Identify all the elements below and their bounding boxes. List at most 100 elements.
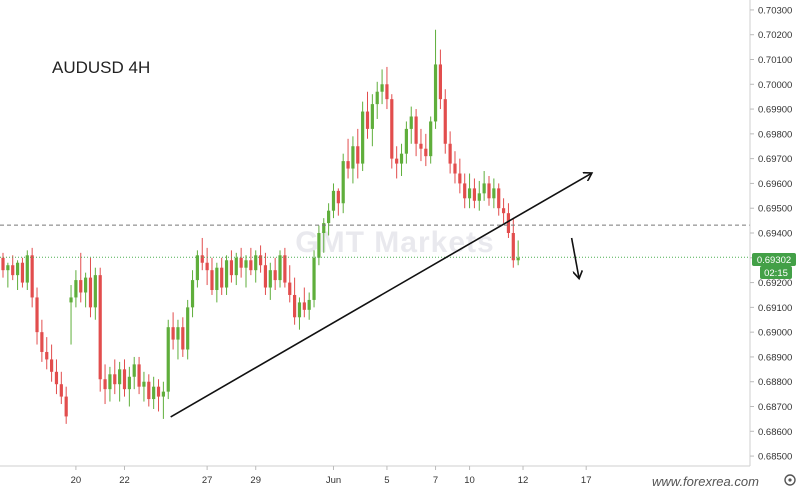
candle-body xyxy=(132,364,136,377)
candle xyxy=(220,257,224,295)
candle-body xyxy=(30,255,34,298)
candle-body xyxy=(1,257,5,271)
candle xyxy=(419,128,423,162)
candle-body xyxy=(93,275,97,308)
current-price-badge: 0.69302 xyxy=(752,253,796,266)
candle-body xyxy=(467,188,472,199)
candle xyxy=(361,101,365,172)
candle xyxy=(93,267,97,320)
candle-body xyxy=(147,381,151,400)
candle xyxy=(414,109,418,157)
x-tick-label: 22 xyxy=(119,475,130,486)
settings-icon[interactable] xyxy=(784,474,796,486)
candle-body xyxy=(424,148,428,157)
candle-body xyxy=(84,277,88,293)
candle-body xyxy=(50,359,54,372)
candle-body xyxy=(453,163,457,174)
candle-body xyxy=(278,255,282,281)
candles-layer xyxy=(1,29,520,424)
candle xyxy=(20,257,25,288)
candle xyxy=(45,337,49,370)
candle-body xyxy=(375,91,379,105)
candle xyxy=(30,247,34,308)
candle-body xyxy=(458,173,462,184)
candle-body xyxy=(186,307,190,350)
candle-body xyxy=(443,99,447,144)
x-tick-label: 12 xyxy=(518,475,529,486)
candle xyxy=(492,178,496,209)
y-tick-label: 0.69400 xyxy=(758,229,792,240)
x-tick-label: Jun xyxy=(326,475,341,486)
candle xyxy=(497,183,501,216)
candle-body xyxy=(98,275,102,380)
candle-body xyxy=(448,143,452,164)
candle xyxy=(166,319,170,400)
candle xyxy=(263,252,268,295)
x-tick-label: 10 xyxy=(464,475,475,486)
candle xyxy=(152,376,156,409)
x-tick-label: 27 xyxy=(202,475,213,486)
candle-body xyxy=(40,332,44,352)
y-tick-label: 0.69500 xyxy=(758,204,792,215)
candle xyxy=(88,257,93,318)
candle xyxy=(307,292,311,320)
candle xyxy=(399,143,404,176)
candle xyxy=(113,359,117,395)
candle xyxy=(122,359,127,397)
candle-body xyxy=(312,257,316,300)
candle-body xyxy=(254,255,258,271)
brand-logo: www.forexrea.com xyxy=(652,474,759,489)
x-tick-label: 29 xyxy=(250,475,261,486)
candle xyxy=(74,270,78,308)
candle xyxy=(341,153,345,214)
candle xyxy=(171,312,175,350)
current-price-badge-bg xyxy=(752,253,796,266)
candle xyxy=(278,250,282,288)
candle xyxy=(103,364,107,405)
candle xyxy=(108,366,112,402)
candle-body xyxy=(195,255,199,281)
candle xyxy=(463,173,467,209)
candle xyxy=(443,89,447,154)
candle-body xyxy=(244,260,248,268)
countdown-label: 02:15 xyxy=(764,268,788,279)
candle xyxy=(147,374,151,407)
lines-layer xyxy=(0,174,750,418)
candle-body xyxy=(399,153,404,164)
candle-body xyxy=(302,302,306,310)
candle xyxy=(390,94,394,169)
candle-body xyxy=(409,116,413,129)
x-tick-label: 5 xyxy=(384,475,389,486)
candle xyxy=(370,94,374,147)
candle xyxy=(127,366,131,407)
candle-body xyxy=(64,396,68,417)
candle-body xyxy=(322,223,326,233)
candle xyxy=(190,270,195,318)
candle xyxy=(132,356,136,390)
candle-body xyxy=(88,277,93,308)
candle xyxy=(346,138,350,179)
candle-body xyxy=(263,265,268,288)
candle-body xyxy=(171,327,175,340)
y-tick-label: 0.70100 xyxy=(758,55,792,66)
candle-body xyxy=(487,183,491,199)
candle xyxy=(244,255,248,288)
candle xyxy=(11,255,15,281)
candle xyxy=(322,218,326,253)
candle xyxy=(283,247,287,288)
candle-body xyxy=(220,267,224,288)
candle-body xyxy=(249,260,253,271)
candle xyxy=(176,319,180,360)
candle xyxy=(302,287,306,318)
candle-body xyxy=(74,280,78,298)
candle-body xyxy=(118,369,122,385)
candle xyxy=(511,218,515,268)
candle-body xyxy=(482,183,486,194)
down-arrow xyxy=(570,237,579,278)
time-axis[interactable]: 20 22 27 29 Jun 5 7 10 12 17 xyxy=(71,466,592,486)
candle-body xyxy=(297,302,302,318)
candle xyxy=(224,255,229,295)
